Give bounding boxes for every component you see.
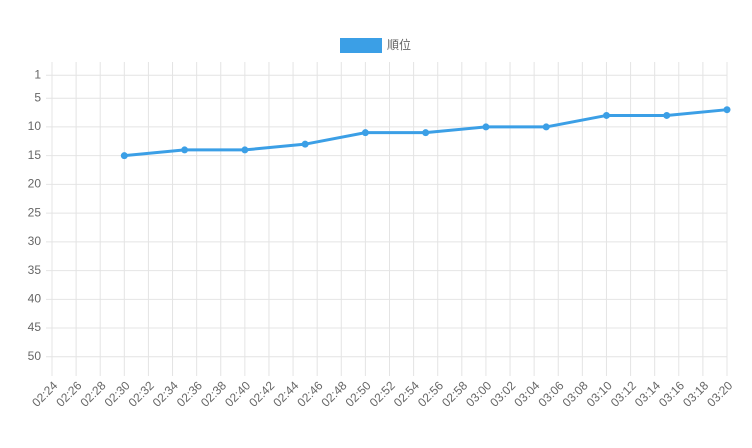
data-point <box>422 129 430 137</box>
y-tick-label: 20 <box>28 177 42 191</box>
y-tick-label: 40 <box>28 291 42 305</box>
x-tick-label: 02:32 <box>126 378 157 409</box>
y-tick-label: 10 <box>28 119 42 133</box>
x-tick-label: 03:20 <box>704 378 735 409</box>
x-tick-label: 02:36 <box>174 378 205 409</box>
x-tick-label: 03:04 <box>511 378 542 409</box>
x-tick-label: 03:10 <box>584 378 615 409</box>
legend-swatch <box>340 38 382 53</box>
data-point <box>663 111 671 119</box>
x-tick-label: 03:06 <box>535 378 566 409</box>
x-tick-label: 02:54 <box>391 378 422 409</box>
data-point <box>602 111 610 119</box>
y-tick-label: 25 <box>28 205 42 219</box>
y-tick-label: 5 <box>34 90 41 104</box>
data-point <box>723 106 731 114</box>
x-tick-label: 02:30 <box>102 378 133 409</box>
x-tick-label: 02:58 <box>439 378 470 409</box>
x-tick-label: 02:26 <box>53 378 84 409</box>
x-tick-label: 02:40 <box>222 378 253 409</box>
x-tick-label: 02:24 <box>29 378 60 409</box>
y-tick-label: 30 <box>28 234 42 248</box>
x-tick-label: 02:46 <box>294 378 325 409</box>
data-point <box>301 140 309 148</box>
x-tick-label: 02:48 <box>319 378 350 409</box>
x-tick-label: 02:56 <box>415 378 446 409</box>
x-tick-label: 03:02 <box>487 378 518 409</box>
data-point <box>482 123 490 131</box>
x-tick-label: 02:38 <box>198 378 229 409</box>
x-tick-label: 02:44 <box>270 378 301 409</box>
x-tick-label: 02:28 <box>77 378 108 409</box>
x-tick-label: 02:42 <box>246 378 277 409</box>
y-tick-label: 45 <box>28 320 42 334</box>
x-tick-label: 03:08 <box>560 378 591 409</box>
x-tick-label: 03:16 <box>656 378 687 409</box>
data-point <box>542 123 550 131</box>
legend-label: 順位 <box>387 37 411 52</box>
x-tick-label: 02:52 <box>367 378 398 409</box>
x-tick-label: 03:18 <box>680 378 711 409</box>
y-tick-label: 1 <box>34 67 41 81</box>
x-tick-label: 03:12 <box>608 378 639 409</box>
x-tick-label: 02:50 <box>343 378 374 409</box>
y-tick-label: 50 <box>28 349 42 363</box>
data-point <box>120 152 128 160</box>
data-point <box>181 146 189 154</box>
x-tick-label: 03:00 <box>463 378 494 409</box>
x-tick-label: 03:14 <box>632 378 663 409</box>
data-point <box>361 129 369 137</box>
y-tick-label: 15 <box>28 148 42 162</box>
y-tick-label: 35 <box>28 263 42 277</box>
x-tick-label: 02:34 <box>150 378 181 409</box>
data-point <box>241 146 249 154</box>
